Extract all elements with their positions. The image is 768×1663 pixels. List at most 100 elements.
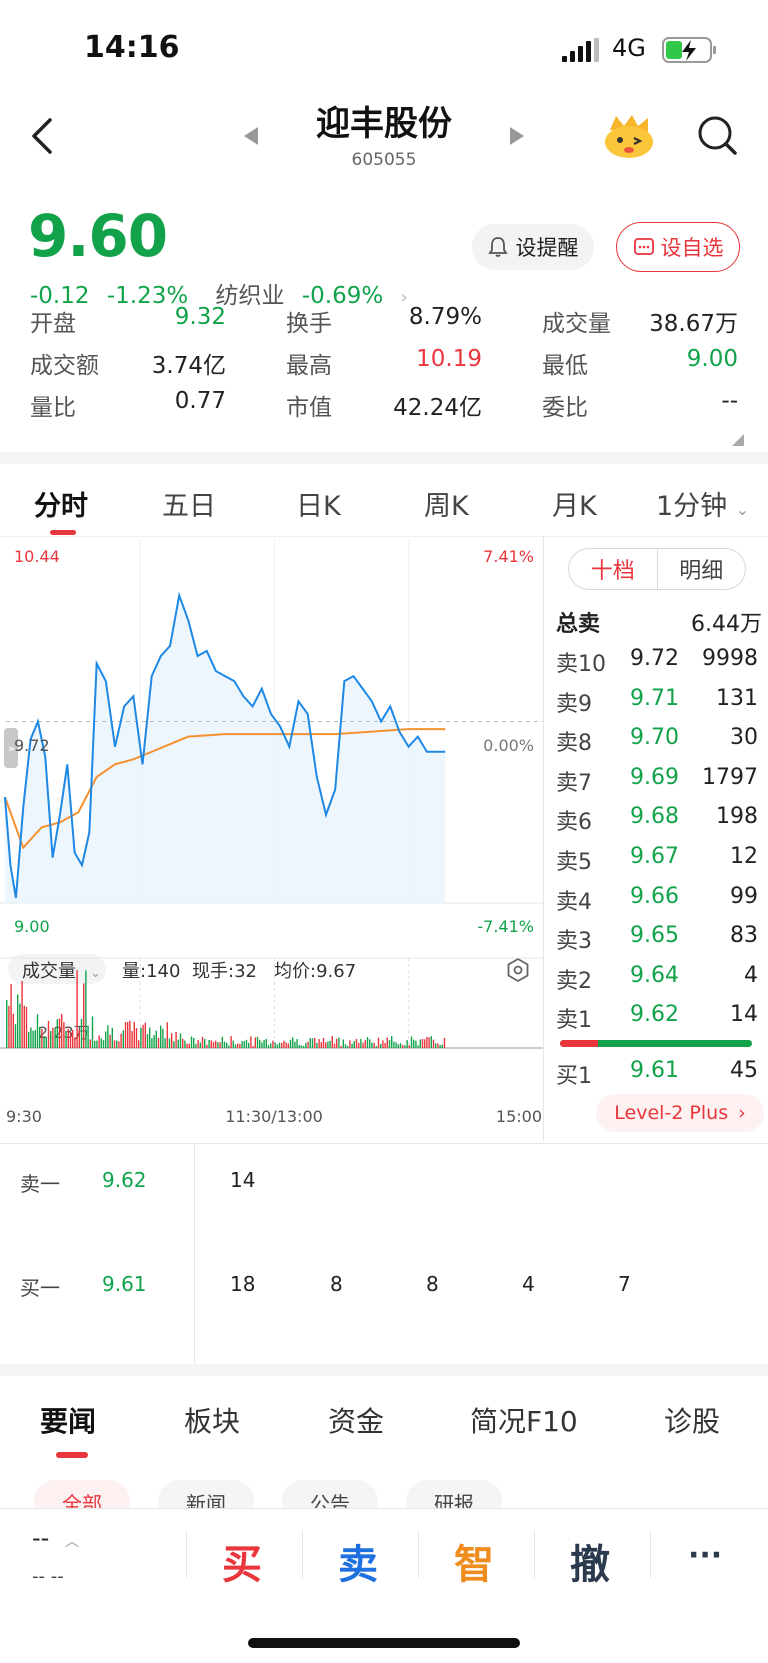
queue-sell1-order: 14 [230, 1168, 256, 1192]
volume-bar [25, 1007, 28, 1048]
volume-bars [6, 970, 446, 1048]
tab-daily-k[interactable]: 日K [296, 491, 341, 522]
network-type: 4G [612, 34, 646, 62]
orderbook-sell-row[interactable]: 卖2 9.64 4 [556, 963, 758, 1003]
tab-funds[interactable]: 资金 [328, 1405, 385, 1438]
tab-sectors[interactable]: 板块 [184, 1405, 241, 1438]
volume-bar [21, 981, 23, 1048]
tab-profile-f10[interactable]: 简况F10 [470, 1405, 578, 1438]
set-alert-button[interactable]: 设提醒 [472, 224, 594, 270]
tab-one-minute[interactable]: 1分钟 ⌄ [656, 484, 749, 523]
volume-bar [358, 1043, 360, 1048]
tab-ten-levels[interactable]: 十档 [569, 549, 658, 589]
volume-bar [74, 1037, 76, 1048]
queue-panel-top [0, 1143, 768, 1144]
volume-bar [410, 1036, 413, 1048]
settings-icon[interactable] [507, 957, 529, 983]
level2-plus-button[interactable]: Level-2 Plus › [596, 1094, 764, 1132]
expand-corner-icon[interactable] [732, 434, 744, 446]
tab-five-day[interactable]: 五日 [162, 491, 216, 522]
volume-bar [441, 1044, 443, 1048]
orderbook-sell-row[interactable]: 卖3 9.65 83 [556, 923, 758, 963]
x-label-open: 9:30 [6, 1107, 42, 1126]
account-value: -- [32, 1524, 50, 1552]
volume-bar [252, 1046, 254, 1048]
chevron-right-icon[interactable]: › [400, 287, 408, 308]
orderbook-sell-row[interactable]: 卖10 9.72 9998 [556, 646, 758, 686]
volume-bar [232, 1040, 234, 1048]
account-summary[interactable]: -- ︿ [32, 1524, 79, 1552]
sell-level-label: 卖6 [556, 810, 592, 836]
sell-level-price: 9.62 [630, 1002, 679, 1028]
back-icon[interactable] [24, 114, 64, 158]
volume-bar [56, 1019, 58, 1048]
sell-button[interactable]: 卖 [338, 1542, 378, 1588]
total-sell-label: 总卖 [556, 612, 601, 637]
orderbook-sell-row[interactable]: 卖4 9.66 99 [556, 884, 758, 924]
section-divider [0, 452, 768, 464]
volume-bar [212, 1042, 215, 1048]
volume-bar [6, 1000, 8, 1048]
volume-bar [50, 1030, 52, 1048]
volume-bar [234, 1044, 237, 1048]
volume-bar [353, 1041, 355, 1048]
orderbook-sell-row[interactable]: 卖9 9.71 131 [556, 686, 758, 726]
volume-selector-label: 成交量 [22, 961, 76, 982]
orderbook-toggle[interactable]: 十档 明细 [568, 548, 746, 590]
volume-bar [179, 1033, 182, 1048]
tab-weekly-k[interactable]: 周K [424, 491, 469, 522]
action-separator [650, 1530, 651, 1578]
volume-bar [265, 1038, 267, 1048]
chart-orderbook-divider [543, 537, 544, 1141]
next-stock-icon[interactable] [508, 126, 526, 146]
orderbook-sell-row[interactable]: 卖5 9.67 12 [556, 844, 758, 884]
intraday-chart[interactable]: » 10.44 9.72 9.00 7.41% 0.00% -7.41% 成交量… [0, 540, 548, 1140]
mascot-icon[interactable] [602, 112, 656, 160]
volume-bar [415, 1040, 417, 1048]
orderbook-buy1-row[interactable]: 买1 9.61 45 [556, 1058, 758, 1098]
volume-bar [391, 1036, 393, 1048]
more-button[interactable]: ··· [688, 1538, 723, 1573]
chevron-right-icon: › [738, 1102, 746, 1124]
volume-bar [78, 1030, 80, 1048]
orderbook-sell-row[interactable]: 卖6 9.68 198 [556, 804, 758, 844]
volume-bar [300, 1045, 303, 1048]
orderbook-sell-row[interactable]: 卖1 9.62 14 [556, 1002, 758, 1042]
industry-name[interactable]: 纺织业 [215, 283, 285, 309]
tab-monthly-k[interactable]: 月K [552, 491, 597, 522]
tab-headlines[interactable]: 要闻 [40, 1405, 97, 1438]
buy-button[interactable]: 买 [222, 1542, 262, 1588]
orderbook-sell-row[interactable]: 卖8 9.70 30 [556, 725, 758, 765]
smart-trade-button[interactable]: 智 [454, 1542, 494, 1588]
volume-bar [404, 1045, 406, 1048]
prev-stock-icon[interactable] [242, 126, 260, 146]
volume-bar [347, 1045, 349, 1048]
tab-diagnosis[interactable]: 诊股 [664, 1405, 721, 1438]
volume-bar [17, 994, 19, 1048]
volume-bar [426, 1036, 428, 1048]
volume-bar [186, 1043, 188, 1048]
volume-selector[interactable] [8, 954, 106, 984]
account-sub-value: -- -- [32, 1566, 64, 1587]
add-watchlist-button[interactable]: 设自选 [616, 222, 740, 272]
search-icon[interactable] [696, 114, 738, 156]
volume-bar [91, 1016, 94, 1048]
volume-bar [329, 1040, 331, 1048]
volume-bar [432, 1039, 435, 1048]
stat-label-volume-ratio: 量比 [30, 395, 76, 421]
cancel-order-button[interactable]: 撤 [570, 1542, 610, 1588]
volume-bar [45, 1037, 47, 1048]
tab-trade-detail[interactable]: 明细 [679, 559, 724, 584]
stat-value-high: 10.19 [416, 346, 482, 372]
volume-bar [296, 1039, 298, 1048]
industry-percent[interactable]: -0.69% [301, 283, 384, 309]
crosshair-handle[interactable] [4, 728, 18, 768]
sell-level-volume: 30 [730, 725, 758, 751]
orderbook-sell-row[interactable]: 卖7 9.69 1797 [556, 765, 758, 805]
tab-intraday[interactable]: 分时 [34, 491, 88, 522]
volume-bar [34, 1030, 36, 1048]
volume-bar [177, 1039, 179, 1048]
volume-bar [349, 1040, 351, 1048]
volume-bar [393, 1041, 395, 1048]
volume-bar [417, 1045, 419, 1048]
